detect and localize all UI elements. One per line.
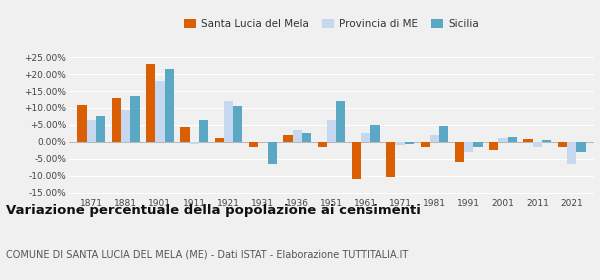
Bar	[361, 133, 370, 142]
Bar	[421, 142, 430, 147]
Bar	[283, 135, 293, 142]
Bar	[558, 142, 567, 147]
Bar	[336, 101, 346, 142]
Bar	[302, 133, 311, 142]
Bar	[224, 101, 233, 142]
Bar	[181, 127, 190, 142]
Bar	[464, 142, 473, 152]
Bar	[352, 142, 361, 179]
Bar	[499, 138, 508, 142]
Bar	[455, 142, 464, 162]
Bar	[489, 142, 499, 150]
Bar	[96, 116, 105, 142]
Bar	[146, 64, 155, 142]
Bar	[473, 142, 482, 147]
Text: Variazione percentuale della popolazione ai censimenti: Variazione percentuale della popolazione…	[6, 204, 421, 217]
Bar	[293, 130, 302, 142]
Bar	[215, 138, 224, 142]
Bar	[542, 140, 551, 142]
Bar	[567, 142, 577, 164]
Bar	[430, 135, 439, 142]
Legend: Santa Lucia del Mela, Provincia di ME, Sicilia: Santa Lucia del Mela, Provincia di ME, S…	[179, 15, 484, 33]
Bar	[164, 69, 174, 142]
Bar	[190, 142, 199, 144]
Bar	[508, 137, 517, 142]
Bar	[439, 125, 448, 142]
Bar	[395, 142, 405, 145]
Bar	[155, 81, 164, 142]
Bar	[327, 120, 336, 142]
Bar	[523, 139, 533, 142]
Bar	[533, 142, 542, 147]
Bar	[577, 142, 586, 152]
Bar	[370, 125, 380, 142]
Bar	[233, 106, 242, 142]
Bar	[130, 96, 140, 142]
Bar	[317, 142, 327, 147]
Bar	[405, 142, 414, 144]
Text: COMUNE DI SANTA LUCIA DEL MELA (ME) - Dati ISTAT - Elaborazione TUTTITALIA.IT: COMUNE DI SANTA LUCIA DEL MELA (ME) - Da…	[6, 249, 408, 259]
Bar	[386, 142, 395, 177]
Bar	[268, 142, 277, 164]
Bar	[112, 98, 121, 142]
Bar	[249, 142, 258, 147]
Bar	[77, 105, 86, 142]
Bar	[86, 120, 96, 142]
Bar	[121, 110, 130, 142]
Bar	[199, 120, 208, 142]
